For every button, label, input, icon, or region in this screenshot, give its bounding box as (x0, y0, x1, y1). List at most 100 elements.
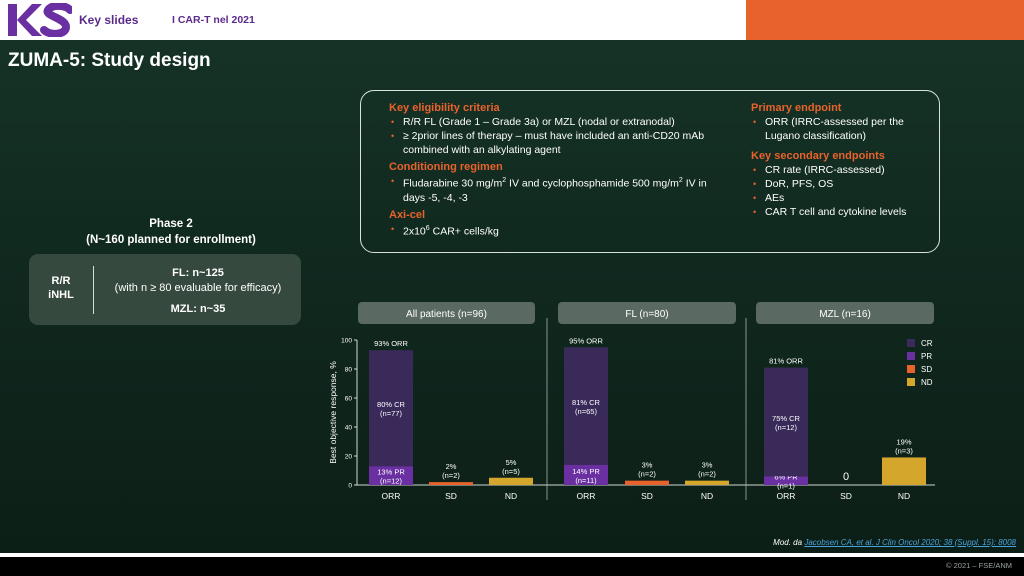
legend-swatch-cr (907, 339, 915, 347)
eligibility-heading: Key eligibility criteria (389, 102, 500, 114)
bar-segment-nd (489, 477, 533, 485)
population-line1: R/R (51, 275, 71, 287)
criteria-right-column: Primary endpoint ORR (IRRC-assessed per … (751, 101, 931, 219)
segment-label: 14% PR (572, 467, 600, 476)
y-tick-label: 100 (341, 338, 352, 345)
segment-label: (n=12) (380, 477, 402, 486)
bar-segment-sd (429, 482, 473, 485)
bar-segment-cr (764, 367, 808, 477)
bar-value-label: 93% ORR (374, 339, 408, 348)
x-tick-label: ND (898, 491, 910, 501)
header-topic: I CAR-T nel 2021 (172, 14, 255, 26)
bar-value-label: 2% (446, 462, 457, 471)
conditioning-text: IV in days -5, -4, -3 (403, 177, 707, 204)
cohort-info: FL: n~125 (with n ≥ 80 evaluable for eff… (95, 266, 301, 317)
panel-header (756, 302, 934, 324)
y-tick-label: 60 (345, 396, 353, 403)
segment-label: 6% PR (774, 473, 798, 482)
ks-logo (8, 3, 72, 37)
legend-swatch-sd (907, 365, 915, 373)
conditioning-heading: Conditioning regimen (389, 161, 503, 173)
secondary-item: DoR, PFS, OS (751, 177, 931, 191)
legend-label: CR (921, 339, 933, 348)
bar-value-label: 19% (896, 437, 911, 446)
bar-value-label: (n=2) (698, 470, 716, 479)
mzl-cohort: MZL: n~35 (170, 303, 226, 315)
segment-label: 75% CR (772, 414, 801, 423)
phase-title-line2: (N~160 planned for enrollment) (86, 234, 256, 246)
population-label: R/R iNHL (29, 274, 93, 302)
segment-label: (n=11) (575, 476, 597, 485)
x-tick-label: SD (641, 491, 653, 501)
conditioning-list: Fludarabine 30 mg/m2 IV and cyclophospha… (389, 174, 729, 205)
primary-list: ORR (IRRC-assessed per the Lugano classi… (751, 115, 931, 143)
segment-label: (n=1) (777, 482, 795, 491)
bar-value-label: 81% ORR (769, 357, 803, 366)
panel-title: All patients (n=96) (406, 309, 487, 320)
x-tick-label: ORR (577, 491, 596, 501)
eligibility-item: ≥ 2prior lines of therapy – must have in… (389, 129, 719, 157)
footer-bar (0, 557, 1024, 576)
bar-value-label: (n=2) (442, 471, 460, 480)
citation-link[interactable]: Jacobsen CA, et al. J Clin Oncol 2020; 3… (804, 538, 1016, 547)
segment-label: 80% CR (377, 400, 406, 409)
axicel-list: 2x106 CAR+ cells/kg (389, 222, 729, 239)
legend-swatch-nd (907, 378, 915, 386)
primary-heading: Primary endpoint (751, 102, 842, 114)
secondary-list: CR rate (IRRC-assessed) DoR, PFS, OS AEs… (751, 163, 931, 219)
phase-title: Phase 2 (N~160 planned for enrollment) (40, 216, 302, 248)
bar-segment-sd (625, 480, 669, 485)
footer-divider (0, 553, 1024, 557)
header-accent (746, 0, 1024, 40)
bar-value-label: (n=3) (895, 446, 913, 455)
conditioning-item: Fludarabine 30 mg/m2 IV and cyclophospha… (389, 174, 724, 205)
secondary-item: AEs (751, 191, 931, 205)
fl-cohort: FL: n~125 (172, 267, 224, 279)
bar-value-label: 0 (843, 471, 849, 483)
bar-segment-nd (685, 480, 729, 485)
bar-value-label: 5% (506, 458, 517, 467)
eligibility-list: R/R FL (Grade 1 – Grade 3a) or MZL (noda… (389, 115, 729, 157)
bar-segment-pr (564, 464, 608, 485)
segment-label: 81% CR (572, 398, 601, 407)
legend-label: ND (921, 378, 933, 387)
citation-prefix: Mod. da (773, 538, 805, 547)
x-tick-label: ND (701, 491, 713, 501)
bar-segment-nd (882, 457, 926, 485)
legend-label: PR (921, 352, 932, 361)
x-tick-label: SD (445, 491, 457, 501)
bar-segment-pr (369, 466, 413, 485)
bar-segment-cr (369, 350, 413, 467)
bar-value-label: 3% (642, 461, 653, 470)
conditioning-sup: 2 (502, 177, 507, 184)
x-tick-label: ORR (777, 491, 796, 501)
conditioning-text: Fludarabine 30 mg/m (403, 177, 503, 190)
secondary-heading: Key secondary endpoints (751, 150, 885, 162)
phase-divider (93, 266, 94, 314)
y-tick-label: 40 (345, 425, 353, 432)
x-tick-label: ORR (382, 491, 401, 501)
criteria-box: Key eligibility criteria R/R FL (Grade 1… (360, 90, 940, 253)
panel-title: MZL (n=16) (819, 309, 871, 320)
y-tick-label: 0 (348, 483, 352, 490)
population-line2: iNHL (48, 289, 74, 301)
conditioning-sup: 2 (678, 177, 683, 184)
secondary-item: CR rate (IRRC-assessed) (751, 163, 931, 177)
bar-value-label: 95% ORR (569, 336, 603, 345)
y-tick-label: 20 (345, 454, 353, 461)
segment-label: (n=65) (575, 407, 597, 416)
legend-label: SD (921, 365, 932, 374)
legend-swatch-pr (907, 352, 915, 360)
x-tick-label: ND (505, 491, 517, 501)
bar-value-label: (n=2) (638, 470, 656, 479)
secondary-item: CAR T cell and cytokine levels (751, 205, 931, 219)
header-bar (0, 0, 746, 40)
conditioning-text: IV and cyclophosphamide 500 mg/m (506, 177, 679, 190)
axicel-item: 2x106 CAR+ cells/kg (389, 222, 729, 239)
criteria-left-column: Key eligibility criteria R/R FL (Grade 1… (389, 101, 729, 238)
axicel-heading: Axi-cel (389, 208, 426, 221)
phase-box: R/R iNHL FL: n~125 (with n ≥ 80 evaluabl… (29, 254, 301, 325)
x-tick-label: SD (840, 491, 852, 501)
